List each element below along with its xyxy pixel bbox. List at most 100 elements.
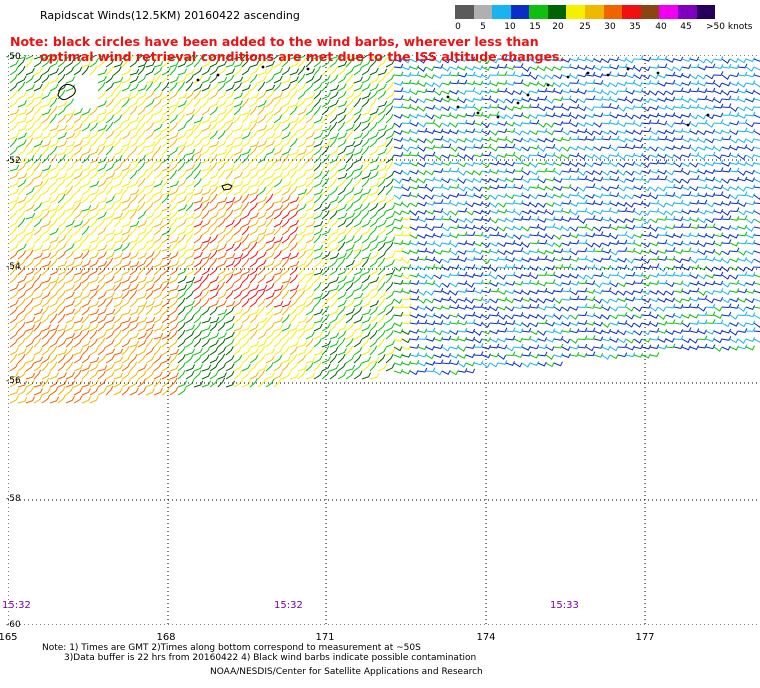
wind-barb: [65, 300, 75, 308]
wind-barb: [569, 128, 580, 134]
wind-barb: [425, 226, 435, 232]
wind-barb: [385, 74, 395, 84]
wind-barb: [449, 177, 460, 182]
wind-barb: [425, 144, 436, 150]
wind-barb: [81, 60, 92, 68]
wind-barb: [497, 208, 508, 214]
wind-barb: [17, 337, 26, 348]
wind-barb: [561, 88, 572, 94]
wind-barb: [9, 66, 19, 76]
wind-barb: [393, 272, 404, 278]
wind-barb: [49, 307, 59, 316]
wind-barb: [497, 360, 508, 365]
wind-barb: [73, 155, 83, 164]
wind-barb: [441, 106, 451, 112]
wind-barb: [737, 191, 748, 197]
wind-barb: [521, 97, 531, 103]
wind-barb: [513, 57, 523, 63]
wind-barb: [313, 273, 322, 284]
wind-barb: [441, 215, 452, 221]
wind-barb: [425, 74, 435, 80]
wind-barb: [321, 266, 330, 276]
wind-barb: [273, 330, 282, 340]
wind-barb: [521, 161, 531, 167]
wind-barb: [441, 167, 452, 173]
wind-barb: [417, 328, 428, 334]
wind-barb: [409, 137, 419, 143]
wind-barb: [313, 251, 323, 260]
wind-barb: [257, 243, 267, 252]
wind-barb: [113, 202, 122, 212]
wind-barb: [329, 252, 340, 260]
wind-barb: [513, 337, 523, 343]
wind-barb: [297, 284, 307, 292]
wind-barb: [617, 96, 628, 102]
wind-barb: [121, 185, 130, 196]
wind-barb: [257, 164, 267, 172]
wind-barb: [505, 271, 516, 277]
wind-barb: [297, 323, 307, 332]
wind-barb: [633, 122, 643, 128]
wind-barb: [321, 186, 330, 196]
wind-barb: [489, 343, 500, 349]
wind-barb: [289, 233, 298, 244]
wind-barb: [273, 82, 282, 92]
wind-barb: [585, 57, 595, 63]
wind-barb: [657, 215, 668, 221]
wind-barb: [289, 210, 299, 220]
wind-barb: [497, 55, 508, 60]
wind-barb: [25, 67, 35, 76]
wind-barb: [457, 98, 467, 104]
wind-barb: [617, 57, 628, 62]
wind-barb: [641, 154, 651, 160]
wind-barb: [385, 259, 395, 268]
wind-barb: [729, 138, 739, 144]
wind-barb: [297, 289, 306, 300]
wind-barb: [577, 255, 588, 261]
wind-barb: [745, 146, 755, 152]
wind-barb: [561, 167, 572, 173]
wind-barb: [625, 345, 635, 351]
wind-barb: [401, 192, 412, 197]
wind-barb: [401, 319, 412, 325]
wind-barb: [289, 55, 299, 60]
wind-barb: [281, 106, 290, 116]
wind-barb: [641, 66, 651, 72]
wind-barb: [657, 344, 668, 350]
wind-barb: [577, 352, 588, 358]
wind-barb: [665, 330, 675, 335]
wind-barb: [649, 136, 660, 141]
wind-barb: [57, 281, 66, 292]
wind-barb: [593, 336, 604, 342]
wind-barb: [729, 345, 739, 351]
wind-barb: [481, 362, 491, 368]
wind-barb: [537, 82, 547, 88]
wind-barb: [233, 337, 242, 348]
wind-barb: [465, 87, 476, 92]
wind-barb: [433, 114, 443, 120]
wind-barb: [57, 148, 68, 156]
wind-barb: [161, 219, 171, 228]
wind-barb: [233, 308, 243, 316]
wind-barb: [697, 311, 708, 317]
wind-barb: [425, 256, 436, 262]
wind-barb: [177, 123, 187, 132]
wind-barb: [721, 282, 731, 288]
wind-barb: [113, 348, 124, 356]
wind-barb: [417, 335, 428, 340]
wind-barb: [257, 228, 268, 236]
wind-barb: [425, 56, 436, 61]
wind-barb: [137, 60, 148, 68]
wind-barb: [177, 284, 188, 292]
wind-barb: [425, 306, 435, 312]
wind-barb: [217, 130, 226, 140]
wind-barb: [489, 256, 500, 262]
wind-barb: [49, 172, 59, 180]
wind-barb: [385, 131, 395, 140]
wind-barb: [713, 119, 724, 124]
wind-barb: [721, 129, 732, 134]
wind-barb: [465, 224, 476, 230]
wind-barb: [385, 314, 395, 324]
wind-barb: [561, 232, 572, 238]
wind-barb: [129, 379, 139, 388]
